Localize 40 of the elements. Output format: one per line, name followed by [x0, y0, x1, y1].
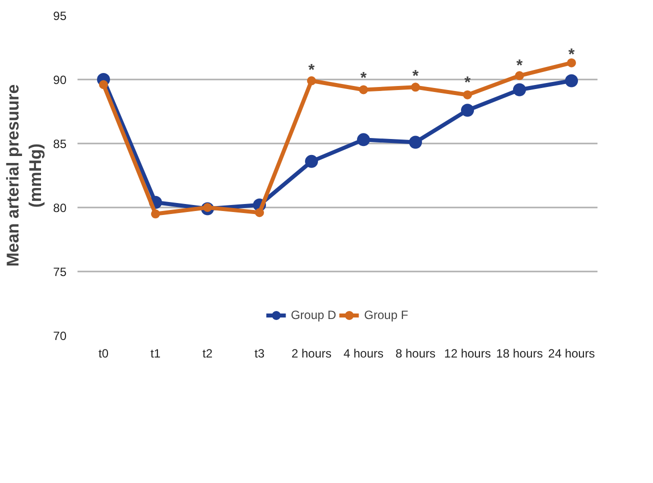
point: [411, 82, 420, 92]
annotation: *: [412, 68, 420, 85]
annotation: *: [464, 74, 472, 92]
x-tick-label: 24 hours: [548, 346, 595, 360]
point: [255, 208, 264, 218]
x-tick-label: 4 hours: [343, 346, 384, 360]
x-tick-label: 18 hours: [496, 346, 543, 360]
y-tick-label: 70: [53, 329, 67, 343]
point: [565, 74, 578, 88]
annotation: *: [360, 70, 368, 88]
x-tick-label: 12 hours: [444, 346, 491, 360]
annotation: *: [308, 62, 316, 80]
x-tick-label: 2 hours: [291, 346, 332, 360]
y-axis-title: Mean arterial presuure (mmHg): [3, 84, 46, 267]
y-tick-label: 90: [53, 73, 67, 87]
x-tick-label: t0: [98, 346, 109, 360]
point: [99, 80, 108, 90]
point: [463, 90, 472, 100]
point: [461, 104, 474, 117]
point: [409, 136, 422, 149]
x-tick-label: t3: [254, 346, 265, 360]
annotation: *: [516, 58, 524, 75]
y-tick-label: 75: [53, 265, 67, 279]
annotation: *: [568, 46, 576, 64]
point: [151, 209, 160, 218]
legend-label: Group F: [364, 308, 408, 322]
legend-label: Group D: [290, 308, 336, 322]
point: [515, 71, 524, 80]
y-tick-label: 95: [53, 9, 67, 23]
point: [305, 154, 318, 168]
point: [307, 76, 316, 86]
point: [567, 58, 576, 68]
x-tick-label: t2: [202, 346, 213, 360]
y-tick-label: 85: [53, 137, 67, 151]
point: [357, 133, 370, 146]
x-tick-label: 8 hours: [395, 346, 436, 360]
y-tick-label: 80: [53, 201, 67, 215]
x-tick-label: t1: [150, 346, 161, 360]
point: [513, 83, 526, 96]
point: [359, 85, 368, 94]
